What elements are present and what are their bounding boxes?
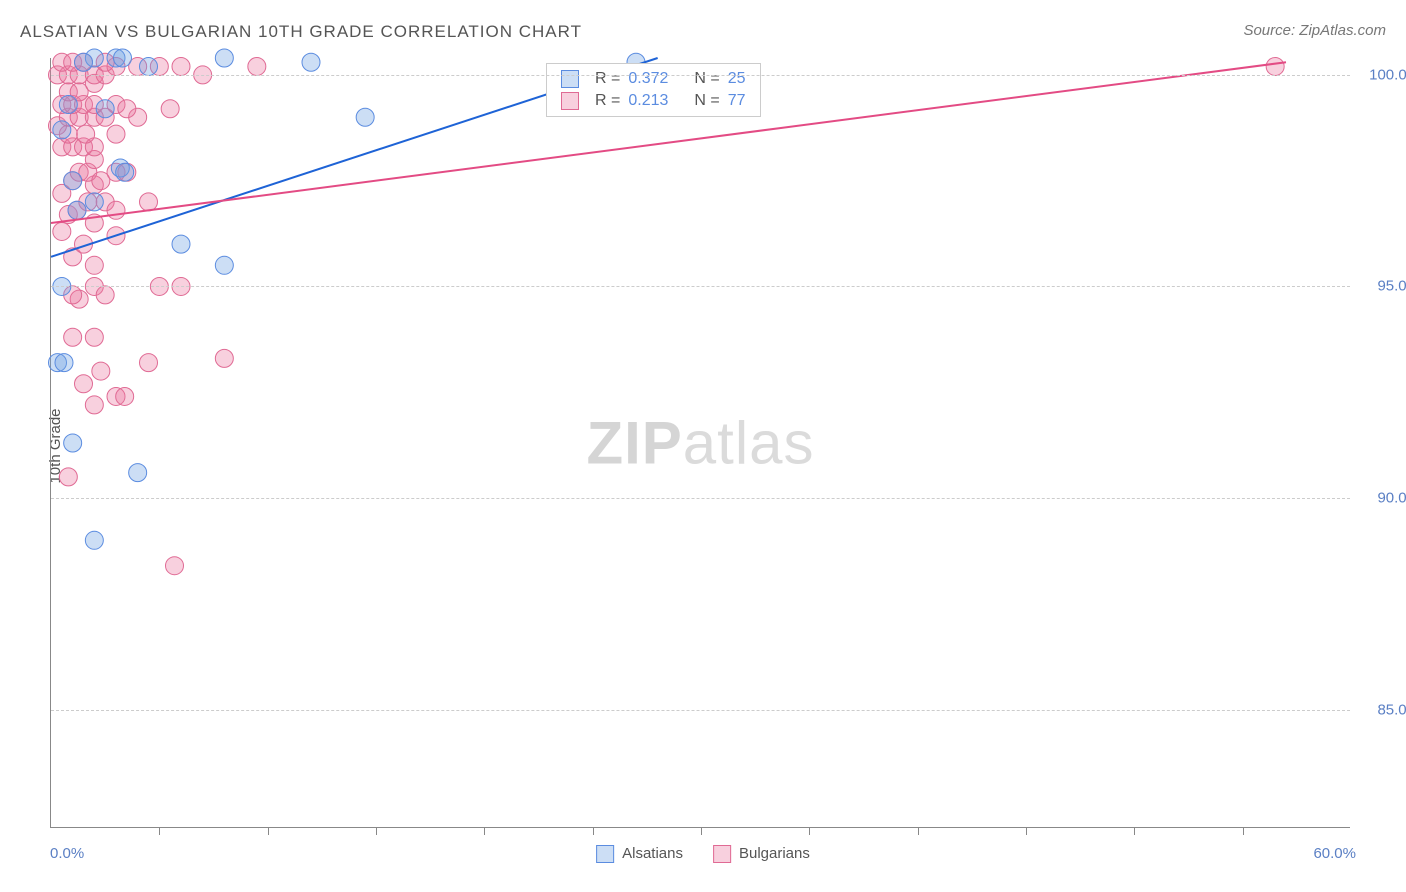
scatter-point: [55, 354, 73, 372]
x-tick: [1026, 827, 1027, 835]
scatter-point: [85, 256, 103, 274]
scatter-point: [64, 328, 82, 346]
stat-n-label: N =: [694, 70, 719, 88]
scatter-point: [140, 57, 158, 75]
x-tick: [1243, 827, 1244, 835]
x-tick: [159, 827, 160, 835]
scatter-point: [129, 464, 147, 482]
x-tick: [1134, 827, 1135, 835]
chart-title: ALSATIAN VS BULGARIAN 10TH GRADE CORRELA…: [20, 22, 582, 42]
x-axis-min-label: 0.0%: [50, 845, 84, 862]
chart-source: Source: ZipAtlas.com: [1243, 22, 1386, 39]
legend-item-alsatians: Alsatians: [596, 845, 683, 863]
scatter-point: [166, 557, 184, 575]
scatter-point: [85, 193, 103, 211]
chart-container: ALSATIAN VS BULGARIAN 10TH GRADE CORRELA…: [0, 0, 1406, 892]
y-tick-label: 90.0%: [1377, 490, 1406, 507]
scatter-point: [172, 57, 190, 75]
gridline: [51, 710, 1350, 711]
scatter-point: [215, 49, 233, 67]
stat-n-value: 25: [728, 70, 746, 88]
stat-row: R = 0.372 N = 25: [561, 70, 746, 88]
gridline: [51, 286, 1350, 287]
scatter-point: [85, 531, 103, 549]
stat-r-value: 0.213: [628, 92, 668, 110]
stats-legend-box: R = 0.372 N = 25 R = 0.213 N = 77: [546, 63, 761, 117]
plot-inner: ZIPatlas R =0.372N =25R =0.213N =77 85.0…: [51, 58, 1350, 827]
stat-n-value: 77: [728, 92, 746, 110]
x-tick: [809, 827, 810, 835]
x-tick: [268, 827, 269, 835]
legend-swatch-bulgarians: [713, 845, 731, 863]
scatter-point: [116, 387, 134, 405]
legend-bottom: Alsatians Bulgarians: [596, 845, 810, 863]
stat-row: R = 0.213 N = 77: [561, 92, 746, 110]
scatter-point: [1266, 57, 1284, 75]
stat-r-value: 0.372: [628, 70, 668, 88]
x-tick: [376, 827, 377, 835]
x-axis-max-label: 60.0%: [1313, 845, 1356, 862]
scatter-point: [114, 49, 132, 67]
gridline: [51, 75, 1350, 76]
y-tick-label: 95.0%: [1377, 278, 1406, 295]
scatter-point: [116, 163, 134, 181]
gridline: [51, 498, 1350, 499]
y-tick-label: 85.0%: [1377, 701, 1406, 718]
scatter-point: [302, 53, 320, 71]
scatter-point: [75, 53, 93, 71]
scatter-point: [59, 96, 77, 114]
scatter-point: [96, 286, 114, 304]
legend-label-bulgarians: Bulgarians: [739, 845, 810, 862]
scatter-point: [53, 222, 71, 240]
scatter-point: [85, 328, 103, 346]
scatter-point: [107, 125, 125, 143]
scatter-point: [92, 172, 110, 190]
stat-swatch: [561, 70, 579, 88]
scatter-point: [68, 201, 86, 219]
stat-swatch: [561, 92, 579, 110]
x-tick: [918, 827, 919, 835]
legend-item-bulgarians: Bulgarians: [713, 845, 810, 863]
stat-r-label: R =: [595, 92, 620, 110]
scatter-point: [64, 172, 82, 190]
scatter-point: [172, 235, 190, 253]
scatter-svg: [51, 58, 1351, 828]
scatter-point: [53, 121, 71, 139]
y-tick-label: 100.0%: [1369, 66, 1406, 83]
legend-swatch-alsatians: [596, 845, 614, 863]
scatter-point: [59, 468, 77, 486]
scatter-point: [356, 108, 374, 126]
scatter-point: [215, 256, 233, 274]
scatter-point: [140, 193, 158, 211]
stat-n-label: N =: [694, 92, 719, 110]
x-tick: [593, 827, 594, 835]
x-tick: [484, 827, 485, 835]
scatter-point: [92, 362, 110, 380]
scatter-point: [248, 57, 266, 75]
stat-r-label: R =: [595, 70, 620, 88]
scatter-point: [77, 125, 95, 143]
scatter-point: [85, 396, 103, 414]
scatter-point: [75, 375, 93, 393]
legend-label-alsatians: Alsatians: [622, 845, 683, 862]
scatter-point: [64, 434, 82, 452]
scatter-point: [161, 100, 179, 118]
scatter-point: [107, 201, 125, 219]
scatter-point: [96, 100, 114, 118]
scatter-point: [215, 349, 233, 367]
scatter-point: [118, 100, 136, 118]
plot-area: ZIPatlas R =0.372N =25R =0.213N =77 85.0…: [50, 58, 1350, 828]
scatter-point: [140, 354, 158, 372]
x-tick: [701, 827, 702, 835]
